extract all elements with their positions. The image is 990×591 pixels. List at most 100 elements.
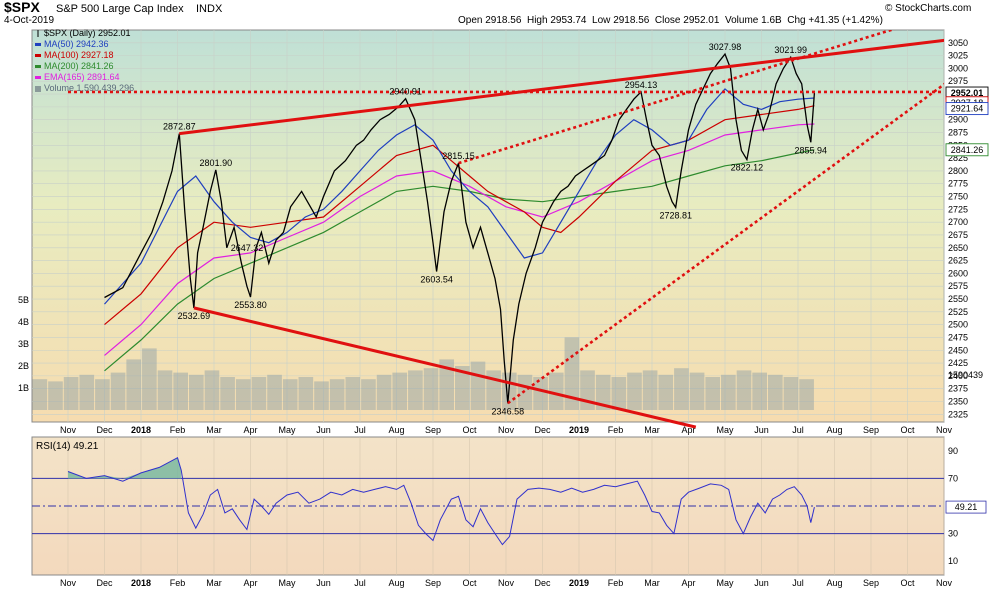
peak-annotation: 2815.15: [442, 151, 475, 161]
peak-annotation: 2855.94: [795, 145, 828, 155]
ma50-line: [104, 88, 815, 305]
rsi-overbought-fill: [68, 457, 182, 479]
x-tick-label-rsi: Dec: [534, 578, 551, 588]
price-tick-label: 3000: [948, 63, 968, 73]
volume-bar: [736, 370, 752, 410]
volume-bar: [721, 374, 736, 410]
price-tick-label: 2700: [948, 217, 968, 227]
price-tick-label: 2625: [948, 256, 968, 266]
volume-bar: [298, 377, 314, 410]
ohlc-row: Open 2918.56 High 2953.74 Low 2918.56 Cl…: [458, 15, 883, 27]
volume-bar: [595, 374, 611, 410]
open-value: 2918.56: [485, 15, 522, 26]
x-tick-label-rsi: Nov: [60, 578, 77, 588]
price-line: [104, 52, 816, 404]
volume-bar: [548, 372, 564, 410]
volume-bar: [439, 359, 455, 410]
legend-swatch: [35, 76, 41, 79]
chart-exchange: INDX: [196, 3, 223, 15]
volume-bar: [767, 374, 783, 410]
volume-bar: [220, 377, 235, 410]
volume-bar: [642, 370, 658, 410]
close-label: Close: [654, 15, 681, 26]
x-tick-label: Apr: [681, 425, 695, 435]
x-tick-label: Sep: [425, 425, 441, 435]
volume-label: Volume: [724, 15, 759, 26]
x-tick-label: Feb: [170, 425, 186, 435]
x-tick-label-rsi: Mar: [206, 578, 222, 588]
x-tick-label-rsi: Feb: [170, 578, 186, 588]
volume-bar: [95, 379, 110, 410]
legend-swatch: [35, 43, 41, 46]
price-tick-label: 3025: [948, 51, 968, 61]
price-tick-label: 2375: [948, 384, 968, 394]
volume-bar: [157, 370, 173, 410]
volume-bar: [345, 377, 361, 410]
x-tick-label: 2019: [569, 425, 589, 435]
price-badge-text: 2841.26: [951, 145, 984, 155]
x-tick-label: Mar: [644, 425, 660, 435]
volume-bar: [674, 368, 689, 410]
x-tick-label: Aug: [826, 425, 842, 435]
volume-bar: [142, 348, 157, 410]
legend-entry: EMA(165) 2891.64: [44, 72, 120, 82]
trendline-solid: [179, 38, 944, 136]
x-tick-label-rsi: Oct: [900, 578, 915, 588]
x-tick-label: Jul: [354, 425, 366, 435]
volume-bar: [79, 374, 95, 410]
chart-name: S&P 500 Large Cap Index: [56, 3, 184, 15]
x-tick-label: Oct: [462, 425, 477, 435]
trendline-dotted: [507, 82, 944, 405]
x-tick-label: Nov: [936, 425, 953, 435]
legend-entry: MA(50) 2942.36: [44, 39, 109, 49]
x-tick-label-rsi: Aug: [388, 578, 404, 588]
price-tick-label: 3050: [948, 38, 968, 48]
x-tick-label-rsi: Mar: [644, 578, 660, 588]
legend-swatch: [35, 86, 41, 92]
price-badge-box: [945, 102, 989, 116]
peak-annotation: 2647.32: [231, 243, 264, 253]
volume-bar: [63, 377, 79, 410]
low-label: Low: [592, 15, 611, 26]
rsi-tick-label: 10: [948, 556, 958, 566]
price-tick-label: 2800: [948, 166, 968, 176]
x-tick-label: Nov: [60, 425, 77, 435]
x-tick-label-rsi: Apr: [681, 578, 695, 588]
x-tick-label-rsi: Dec: [96, 578, 113, 588]
ema165-line: [104, 123, 815, 356]
x-tick-label-rsi: Nov: [498, 578, 515, 588]
price-tick-label: 2725: [948, 204, 968, 214]
price-tick-label: 2750: [948, 192, 968, 202]
volume-bar: [251, 377, 267, 410]
price-tick-label: 2425: [948, 358, 968, 368]
volume-bar: [783, 377, 799, 410]
x-tick-label: 2018: [131, 425, 151, 435]
volume-bar: [204, 370, 220, 410]
volume-bar: [188, 374, 204, 410]
trendline-dotted: [458, 30, 896, 165]
price-tick-label: 2900: [948, 115, 968, 125]
chg-label: Chg: [787, 15, 806, 26]
rsi-label: RSI(14) 49.21: [36, 441, 99, 452]
volume-bar: [48, 381, 63, 410]
volume-bar: [517, 374, 533, 410]
price-tick-label: 2475: [948, 332, 968, 342]
x-tick-label-rsi: Jun: [316, 578, 331, 588]
chg-value: +41.35 (+1.42%): [808, 15, 883, 26]
x-tick-label-rsi: Apr: [243, 578, 257, 588]
peak-annotation: 2872.87: [163, 122, 196, 132]
volume-bar: [689, 372, 705, 410]
volume-bar: [611, 377, 627, 410]
peak-annotation: 2728.81: [659, 210, 692, 220]
volume-bar: [361, 379, 376, 410]
volume-bar: [533, 377, 548, 410]
volume-bar: [470, 361, 486, 410]
x-tick-label: Aug: [388, 425, 404, 435]
volume-bar: [173, 372, 188, 410]
volume-bar: [329, 379, 345, 410]
x-tick-label: Dec: [96, 425, 113, 435]
price-tick-label: 2400: [948, 371, 968, 381]
volume-tick-label: 1B: [18, 383, 29, 393]
x-tick-label: Sep: [863, 425, 879, 435]
x-tick-label-rsi: Feb: [608, 578, 624, 588]
